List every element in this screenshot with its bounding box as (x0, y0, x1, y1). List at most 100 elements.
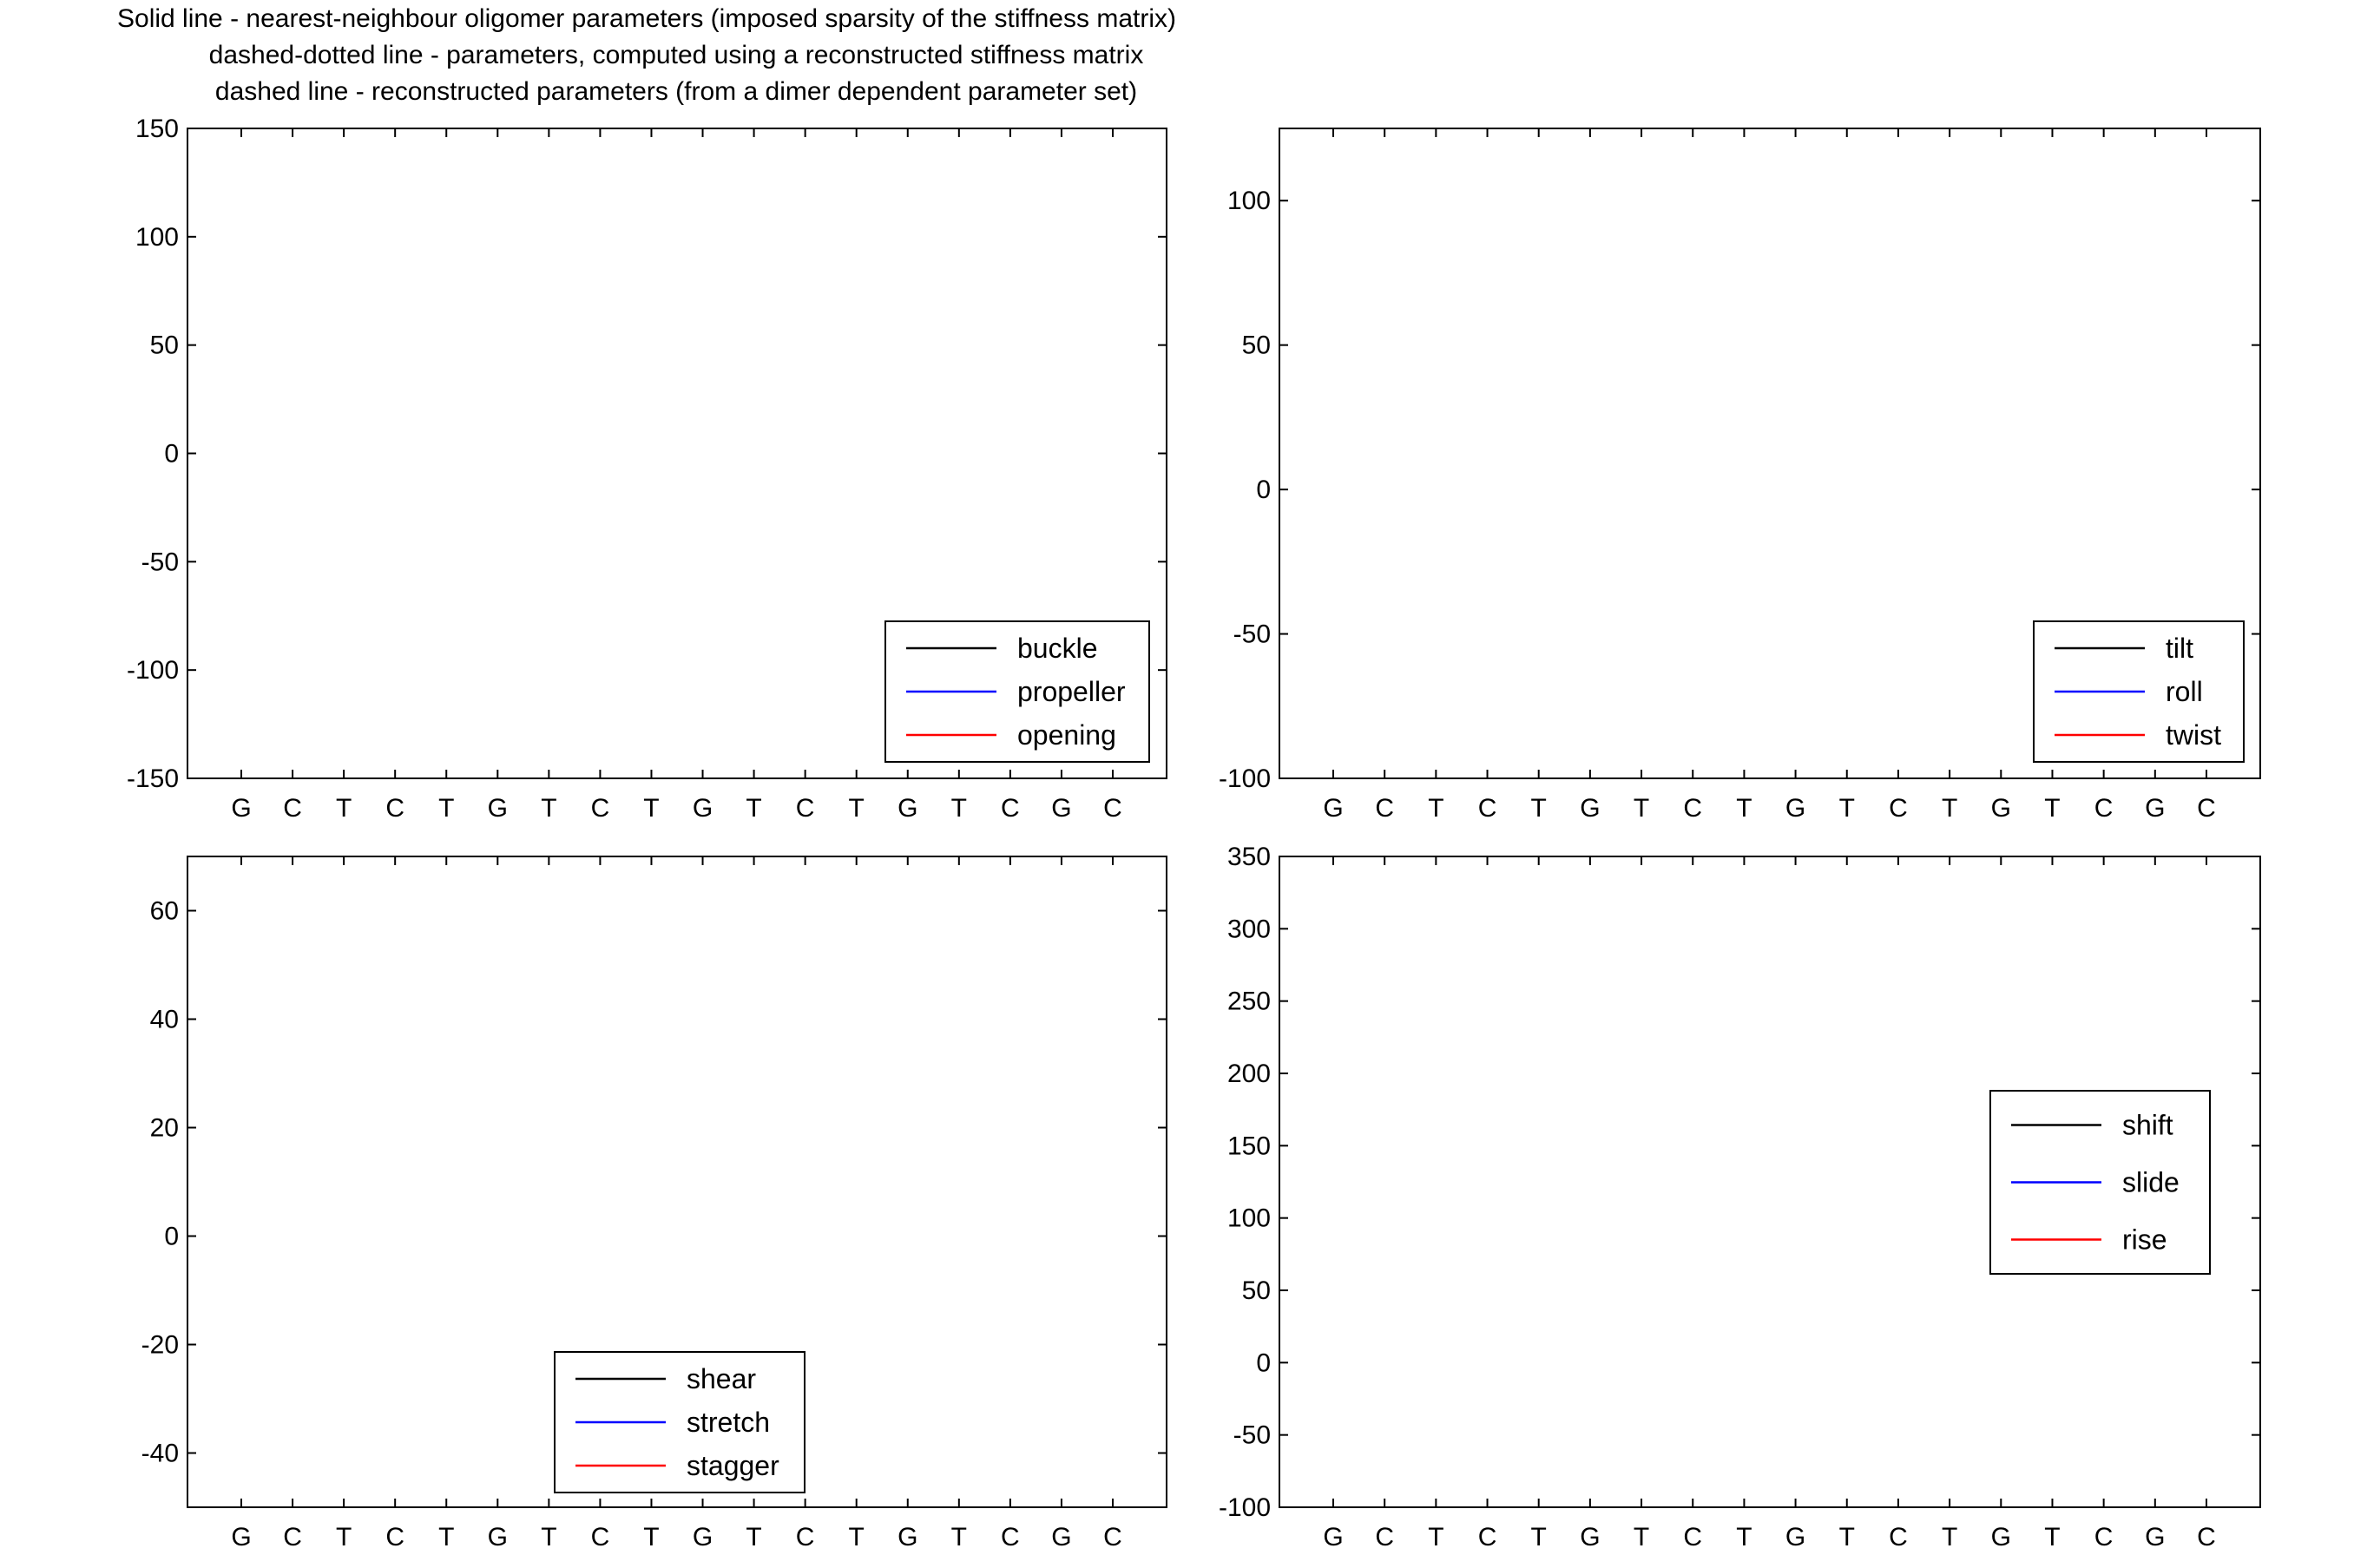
x-tick-label: G (1323, 1523, 1343, 1552)
x-tick-label: G (1991, 1523, 2011, 1552)
x-tick-label: T (1736, 794, 1752, 823)
x-tick-label: G (1580, 794, 1600, 823)
y-tick-label: 50 (1242, 331, 1271, 360)
y-tick-label: -40 (141, 1440, 179, 1468)
chart-base-pair-translations: G C T C T G T C T G T C T G T C G C -40 -20 0 20 40 60 shear stre… (141, 856, 1167, 1552)
y-tick-label: -100 (1219, 1493, 1271, 1522)
x-tick-label: G (1991, 794, 2011, 823)
x-tick-label: T (438, 1523, 454, 1552)
x-tick-label: T (1428, 1523, 1443, 1552)
x-tick-label: T (1531, 1523, 1547, 1552)
y-tick-label: -50 (1233, 620, 1271, 649)
x-tick-label: C (2094, 794, 2114, 823)
y-tick-label: -150 (127, 764, 179, 793)
x-tick-label: T (541, 794, 556, 823)
legend-label-propeller: propeller (1017, 676, 1126, 707)
title-line-3: dashed line - reconstructed parameters (… (215, 77, 1137, 106)
legend-label-twist: twist (2166, 719, 2221, 751)
y-tick-label: 50 (1242, 1276, 1271, 1305)
x-tick-label: G (1580, 1523, 1600, 1552)
y-tick-label: 0 (1256, 1348, 1271, 1377)
x-tick-label: C (1001, 1523, 1020, 1552)
y-tick-label: 60 (150, 897, 179, 926)
x-tick-label: T (336, 1523, 352, 1552)
x-tick-label: T (2044, 794, 2060, 823)
y-tick-label: 40 (150, 1006, 179, 1034)
x-tick-label: C (2197, 794, 2216, 823)
x-tick-label: C (2197, 1523, 2216, 1552)
x-tick-label: T (1942, 794, 1957, 823)
legend-label-shear: shear (687, 1363, 756, 1394)
x-tick-label: C (1889, 794, 1908, 823)
legend-label-shift: shift (2122, 1110, 2173, 1141)
x-tick-label: C (796, 1523, 815, 1552)
legend-label-stretch: stretch (687, 1407, 770, 1438)
x-tick-label: G (2145, 1523, 2165, 1552)
legend: tilt roll twist (2033, 620, 2245, 763)
legend-label-opening: opening (1017, 719, 1116, 751)
x-tick-label: T (1942, 1523, 1957, 1552)
ticks: G C T C T G T C T G T C T G T C G C -100 -50 0 50 100 (1219, 128, 2260, 823)
y-tick-label: 100 (1227, 187, 1271, 215)
legend-label-rise: rise (2122, 1224, 2167, 1256)
y-tick-label: 0 (164, 440, 179, 469)
y-tick-label: 350 (1227, 843, 1271, 871)
x-tick-label: G (1323, 794, 1343, 823)
x-tick-label: C (1103, 1523, 1122, 1552)
x-tick-label: T (1839, 794, 1855, 823)
legend-label-slide: slide (2122, 1167, 2180, 1198)
x-tick-label: T (1531, 794, 1547, 823)
x-tick-label: G (898, 1523, 917, 1552)
x-tick-label: C (796, 794, 815, 823)
ticks: G C T C T G T C T G T C T G T C G C -100 -50 0 50 100 150 200 250… (1219, 843, 2260, 1552)
y-tick-label: -100 (127, 656, 179, 685)
legend-label-buckle: buckle (1017, 633, 1098, 664)
legend: shear stretch stagger (554, 1351, 805, 1493)
x-tick-label: C (283, 1523, 302, 1552)
x-tick-label: G (488, 794, 508, 823)
x-tick-label: C (385, 794, 404, 823)
y-tick-label: 150 (135, 115, 179, 143)
title-line-2: dashed-dotted line - parameters, compute… (209, 41, 1144, 69)
x-tick-label: C (1375, 794, 1394, 823)
x-tick-label: C (283, 794, 302, 823)
legend: shift slide rise (1989, 1090, 2211, 1275)
x-tick-label: T (746, 794, 761, 823)
x-tick-label: T (1839, 1523, 1855, 1552)
x-tick-label: T (336, 794, 352, 823)
ticks: G C T C T G T C T G T C T G T C G C -150 -100 -50 0 50 100 150 (127, 115, 1167, 823)
legend-label-tilt: tilt (2166, 633, 2193, 664)
x-tick-label: T (746, 1523, 761, 1552)
y-tick-label: 100 (135, 223, 179, 252)
x-tick-label: T (849, 1523, 865, 1552)
y-tick-label: 0 (1256, 476, 1271, 504)
x-tick-label: C (2094, 1523, 2114, 1552)
x-tick-label: C (385, 1523, 404, 1552)
x-tick-label: C (1683, 794, 1702, 823)
x-tick-label: T (1634, 1523, 1649, 1552)
y-tick-label: 150 (1227, 1132, 1271, 1160)
x-tick-label: G (1785, 794, 1805, 823)
x-tick-label: C (1375, 1523, 1394, 1552)
y-tick-label: -20 (141, 1331, 179, 1360)
x-tick-label: C (591, 794, 610, 823)
x-tick-label: T (951, 1523, 967, 1552)
x-tick-label: G (693, 794, 713, 823)
y-tick-label: -100 (1219, 764, 1271, 793)
legend-label-roll: roll (2166, 676, 2203, 707)
x-tick-label: T (1736, 1523, 1752, 1552)
y-tick-label: 250 (1227, 987, 1271, 1016)
x-tick-label: T (438, 794, 454, 823)
x-tick-label: G (488, 1523, 508, 1552)
chart-step-rotations: G C T C T G T C T G T C T G T C G C-100-50050100tiltrollt… (1219, 128, 2261, 823)
x-tick-label: C (1683, 1523, 1702, 1552)
y-tick-label: 300 (1227, 915, 1271, 943)
x-tick-label: G (1051, 1523, 1071, 1552)
x-tick-label: G (693, 1523, 713, 1552)
y-tick-label: 200 (1227, 1060, 1271, 1088)
x-tick-label: G (1051, 794, 1071, 823)
y-tick-label: 20 (150, 1114, 179, 1143)
x-tick-label: T (643, 794, 659, 823)
x-tick-label: C (591, 1523, 610, 1552)
